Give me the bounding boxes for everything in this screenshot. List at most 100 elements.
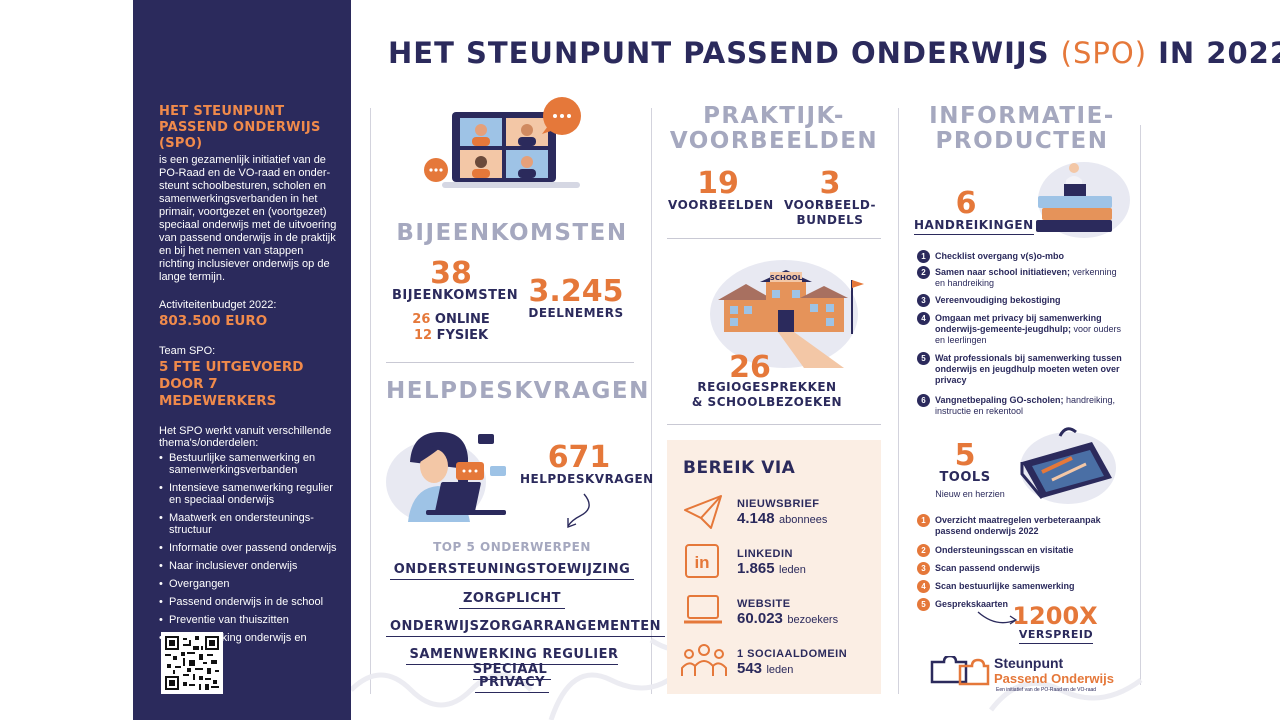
online-num: 26 <box>412 312 431 327</box>
channel-value: 1.865 <box>737 560 775 577</box>
themes-label: Het SPO werkt vanuit verschillende thema… <box>159 425 332 449</box>
topic-item: PRIVACY <box>386 675 638 693</box>
informatie-title: INFORMATIE- PRODUCTEN <box>914 104 1130 154</box>
school-sign: SCHOOL <box>770 274 803 282</box>
theme-item: Preventie van thuiszitten <box>159 614 338 626</box>
theme-item: Intensieve samenwerking regulier en spec… <box>159 482 338 506</box>
regio-label-line2: & SCHOOLBEZOEKEN <box>691 395 843 409</box>
fysiek-label: FYSIEK <box>436 328 489 343</box>
number-badge: 3 <box>917 562 930 575</box>
school-illustration: SCHOOL <box>710 260 864 368</box>
paper-plane-icon <box>684 495 722 529</box>
arrow-icon <box>567 493 590 529</box>
column-divider <box>1140 125 1141 685</box>
regio-label: REGIOGESPREKKEN & SCHOOLBEZOEKEN <box>667 380 867 410</box>
topic-item: SAMENWERKING REGULIER SPECIAAL <box>386 647 638 680</box>
linkedin-icon: in <box>685 544 719 578</box>
praktijk-title: PRAKTIJK- VOORBEELDEN <box>667 104 881 154</box>
bijeenkomsten-count-label: BIJEENKOMSTEN <box>392 288 519 303</box>
bereik-panel: BEREIK VIA NIEUWSBRIEF 4.148 abonnees in… <box>667 440 881 694</box>
sidebar-heading: HET STEUNPUNT PASSEND ONDERWIJS (SPO) <box>159 104 321 151</box>
column-divider <box>898 108 899 694</box>
toolbox-illustration <box>1020 427 1116 504</box>
channel-website: WEBSITE 60.023 bezoekers <box>737 598 838 628</box>
helpdesk-title: HELPDESKVRAGEN <box>386 378 650 404</box>
bundels-label-line2: BUNDELS <box>796 213 864 227</box>
handreikingen-list: 1 Checklist overgang v(s)o-mbo 2 Samen n… <box>917 250 1127 420</box>
channel-value: 60.023 <box>737 610 783 627</box>
online-label: ONLINE <box>434 312 490 327</box>
top-topics-label: TOP 5 ONDERWERPEN <box>433 540 591 554</box>
topic-item: ONDERSTEUNINGSTOEWIJZING <box>386 562 638 580</box>
number-badge: 6 <box>917 394 930 407</box>
section-divider <box>386 362 634 363</box>
bundels-label-line1: VOORBEELD- <box>783 198 877 212</box>
praktijk-title-line1: PRAKTIJK- <box>703 103 845 129</box>
number-badge: 5 <box>917 352 930 365</box>
title-part2: IN 2022 <box>1158 36 1280 70</box>
books-illustration <box>1036 162 1130 238</box>
topic-item: ZORGPLICHT <box>386 591 638 609</box>
puzzle-logo-icon <box>930 656 990 686</box>
number-badge: 4 <box>917 580 930 593</box>
budget-value: 803.500 EURO <box>159 313 268 329</box>
handreikingen-label: HANDREIKINGEN <box>914 218 1034 235</box>
channel-unit: leden <box>766 664 794 676</box>
video-call-illustration <box>424 97 581 188</box>
theme-item: Naar inclusiever onderwijs <box>159 560 338 572</box>
number-badge: 1 <box>917 250 930 263</box>
page-title: HET STEUNPUNT PASSEND ONDERWIJS (SPO) IN… <box>388 36 1280 70</box>
people-icon <box>681 644 727 676</box>
channel-unit: bezoekers <box>787 614 839 626</box>
regio-label-line1: REGIOGESPREKKEN <box>697 380 837 394</box>
spread-label: VERSPREID <box>1014 628 1098 644</box>
spread-count: 1200X <box>1012 602 1098 630</box>
number-badge: 4 <box>917 312 930 325</box>
bijeenkomsten-count: 38 <box>430 256 472 291</box>
logo-line2: Passend Onderwijs <box>994 671 1114 686</box>
fysiek-row: 12 FYSIEK <box>392 328 510 343</box>
title-part1: HET STEUNPUNT PASSEND ONDERWIJS <box>388 36 1050 70</box>
voorbeelden-label: VOORBEELDEN <box>668 198 774 212</box>
fysiek-num: 12 <box>413 328 433 343</box>
channel-value: 4.148 <box>737 510 775 527</box>
channel-unit: abonnees <box>779 514 828 526</box>
informatie-title-line2: PRODUCTEN <box>935 128 1109 154</box>
team-value: 5 FTE UITGEVOERD DOOR 7 MEDEWERKERS <box>159 359 304 409</box>
team-label: Team SPO: <box>159 345 216 357</box>
deelnemers-label: DEELNEMERS <box>528 306 624 320</box>
helpdesk-count-label: HELPDESKVRAGEN <box>520 472 654 486</box>
budget-label: Activiteitenbudget 2022: <box>159 299 277 311</box>
regio-count: 26 <box>729 350 771 385</box>
tools-count: 5 <box>954 438 976 473</box>
section-divider <box>667 424 881 425</box>
deelnemers-count: 3.245 <box>528 274 624 309</box>
bijeenkomsten-title: BIJEENKOMSTEN <box>396 220 628 246</box>
steunpunt-logo[interactable]: Steunpunt Passend Onderwijs Een initiati… <box>930 654 1120 698</box>
qr-code[interactable] <box>161 632 223 694</box>
praktijk-title-line2: VOORBEELDEN <box>669 128 879 154</box>
themes-list: Bestuurlijke samenwerking en samenwerkin… <box>159 452 338 656</box>
helpdesk-count: 671 <box>547 440 611 475</box>
sidebar: HET STEUNPUNT PASSEND ONDERWIJS (SPO) is… <box>133 0 351 720</box>
tools-sub: Nieuw en herzien <box>935 489 1005 499</box>
topic-item: ONDERWIJSZORGARRANGEMENTEN <box>386 619 666 637</box>
channel-linkedin: LINKEDIN 1.865 leden <box>737 548 806 578</box>
channel-value: 543 <box>737 660 763 677</box>
theme-item: Bestuurlijke samenwerking en samenwerkin… <box>159 452 338 476</box>
channel-sociaaldomein: 1 SOCIAALDOMEIN 543 leden <box>737 648 847 678</box>
theme-item: Maatwerk en ondersteunings-structuur <box>159 512 338 536</box>
column-divider <box>370 108 371 694</box>
laptop-icon <box>684 595 722 624</box>
helpdesk-illustration <box>386 432 506 522</box>
channel-unit: leden <box>779 564 806 576</box>
tools-list: 1 Overzicht maatregelen verbeteraanpak p… <box>917 514 1127 614</box>
informatie-title-line1: INFORMATIE- <box>929 103 1115 129</box>
channel-nieuwsbrief: NIEUWSBRIEF 4.148 abonnees <box>737 498 827 528</box>
channel-name: 1 SOCIAALDOMEIN <box>737 648 848 660</box>
channel-name: LINKEDIN <box>737 548 793 560</box>
curved-arrow-icon <box>977 611 1018 625</box>
voorbeelden-count: 19 <box>697 166 739 201</box>
logo-line1: Steunpunt <box>994 655 1064 671</box>
number-badge: 2 <box>917 544 930 557</box>
